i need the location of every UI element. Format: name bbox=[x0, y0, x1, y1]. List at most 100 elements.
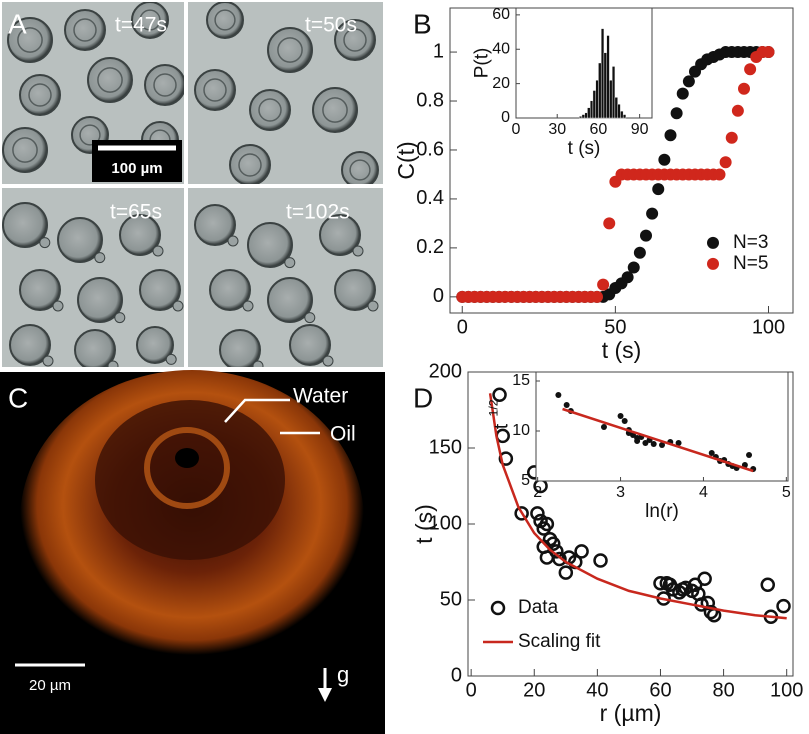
y-tick-label: 10 bbox=[512, 422, 530, 439]
droplet bbox=[136, 326, 174, 364]
data-point bbox=[530, 506, 545, 521]
satellite-drop bbox=[165, 353, 177, 365]
y-tick-label: 0.6 bbox=[416, 138, 444, 160]
histogram-bar bbox=[598, 62, 602, 119]
x-tick-label: 90 bbox=[631, 121, 649, 138]
legend-label: N=5 bbox=[733, 253, 768, 274]
histogram-bar bbox=[578, 116, 583, 119]
histogram-bar bbox=[589, 100, 594, 119]
x-tick-label: 20 bbox=[523, 679, 545, 701]
data-point bbox=[725, 131, 738, 144]
y-tick-label: 0 bbox=[501, 109, 510, 126]
time-label: t=102s bbox=[286, 201, 350, 224]
x-tick-label: 60 bbox=[590, 121, 608, 138]
satellite-drop bbox=[242, 300, 254, 312]
gravity-label: g bbox=[337, 662, 349, 687]
satellite-drop bbox=[367, 300, 379, 312]
data-point bbox=[498, 451, 514, 466]
data-point bbox=[731, 104, 744, 117]
droplet bbox=[19, 74, 61, 116]
droplet bbox=[131, 2, 169, 39]
y-axis-label: P(t) bbox=[471, 48, 492, 79]
panel-label: B bbox=[413, 8, 432, 39]
droplet-ring bbox=[258, 98, 282, 122]
satellite-drop bbox=[52, 300, 64, 312]
data-point bbox=[744, 63, 757, 76]
droplet bbox=[74, 329, 116, 367]
droplet-ring bbox=[238, 153, 262, 177]
droplet bbox=[289, 324, 331, 366]
y-tick-label: 50 bbox=[440, 588, 462, 610]
satellite-drop bbox=[322, 355, 334, 367]
legend-label: Data bbox=[518, 597, 559, 618]
droplet bbox=[2, 127, 48, 173]
panel-label: C bbox=[8, 382, 28, 413]
fit-line bbox=[562, 407, 754, 473]
legend-label: Scaling fit bbox=[518, 631, 601, 652]
micrographs bbox=[2, 2, 383, 367]
data-point bbox=[664, 129, 677, 142]
droplet bbox=[194, 204, 236, 246]
droplet bbox=[334, 269, 376, 311]
droplet-ring bbox=[343, 28, 367, 52]
droplet-ring bbox=[17, 27, 43, 53]
x-tick-label: 0 bbox=[466, 679, 477, 701]
x-tick-label: 50 bbox=[604, 316, 626, 338]
data-point bbox=[545, 536, 561, 552]
y-tick-label: 15 bbox=[512, 372, 530, 389]
fit-line bbox=[488, 393, 787, 620]
droplet bbox=[312, 87, 358, 133]
x-axis-label: r (µm) bbox=[600, 700, 662, 726]
plot-area bbox=[515, 7, 653, 119]
y-tick-label: 100 bbox=[429, 512, 462, 534]
x-tick-label: 60 bbox=[649, 679, 671, 701]
data-point bbox=[563, 402, 570, 408]
data-point bbox=[634, 438, 641, 444]
satellite-drop bbox=[172, 300, 184, 312]
x-tick-label: 4 bbox=[699, 484, 708, 501]
data-point bbox=[600, 424, 607, 430]
droplet bbox=[2, 202, 48, 248]
data-point bbox=[676, 87, 689, 100]
droplet-ring bbox=[203, 78, 227, 102]
droplet bbox=[119, 214, 161, 256]
satellite-drop bbox=[284, 257, 296, 269]
satellite-drop bbox=[42, 355, 54, 367]
panel-label: A bbox=[8, 8, 27, 39]
satellite-drop bbox=[114, 312, 126, 324]
y-tick-label: 0 bbox=[451, 664, 462, 686]
x-axis-label: ln(r) bbox=[645, 501, 679, 522]
y-tick-label: 0.2 bbox=[416, 236, 444, 258]
droplet bbox=[219, 329, 261, 367]
satellite-drop bbox=[227, 235, 239, 247]
droplet bbox=[87, 57, 133, 103]
y-axis-label-superscript: 1/2 bbox=[487, 399, 501, 416]
callout: Water bbox=[293, 385, 348, 408]
x-tick-label: 40 bbox=[586, 679, 608, 701]
droplet bbox=[209, 269, 251, 311]
satellite-drop bbox=[304, 312, 316, 324]
data-point bbox=[658, 153, 671, 166]
data-point bbox=[574, 544, 589, 559]
data-point bbox=[633, 246, 646, 259]
data-point bbox=[597, 278, 610, 291]
x-tick-label: 100 bbox=[770, 679, 803, 701]
inner-ring bbox=[144, 427, 230, 509]
x-tick-label: 80 bbox=[712, 679, 734, 701]
droplet bbox=[7, 17, 53, 63]
legend-label: N=3 bbox=[733, 232, 768, 253]
droplet bbox=[206, 2, 244, 39]
droplet-ring bbox=[349, 159, 371, 181]
data-point bbox=[627, 261, 640, 274]
histogram-bar bbox=[611, 66, 616, 119]
data-point bbox=[703, 604, 719, 620]
satellite-drop bbox=[352, 245, 364, 257]
panel-label: D bbox=[413, 382, 433, 413]
data-point bbox=[593, 553, 608, 568]
droplet-ring bbox=[79, 124, 101, 146]
data-point bbox=[621, 271, 634, 284]
y-tick-label: 200 bbox=[429, 360, 462, 382]
droplet bbox=[267, 27, 313, 73]
droplet-ring bbox=[214, 9, 236, 31]
